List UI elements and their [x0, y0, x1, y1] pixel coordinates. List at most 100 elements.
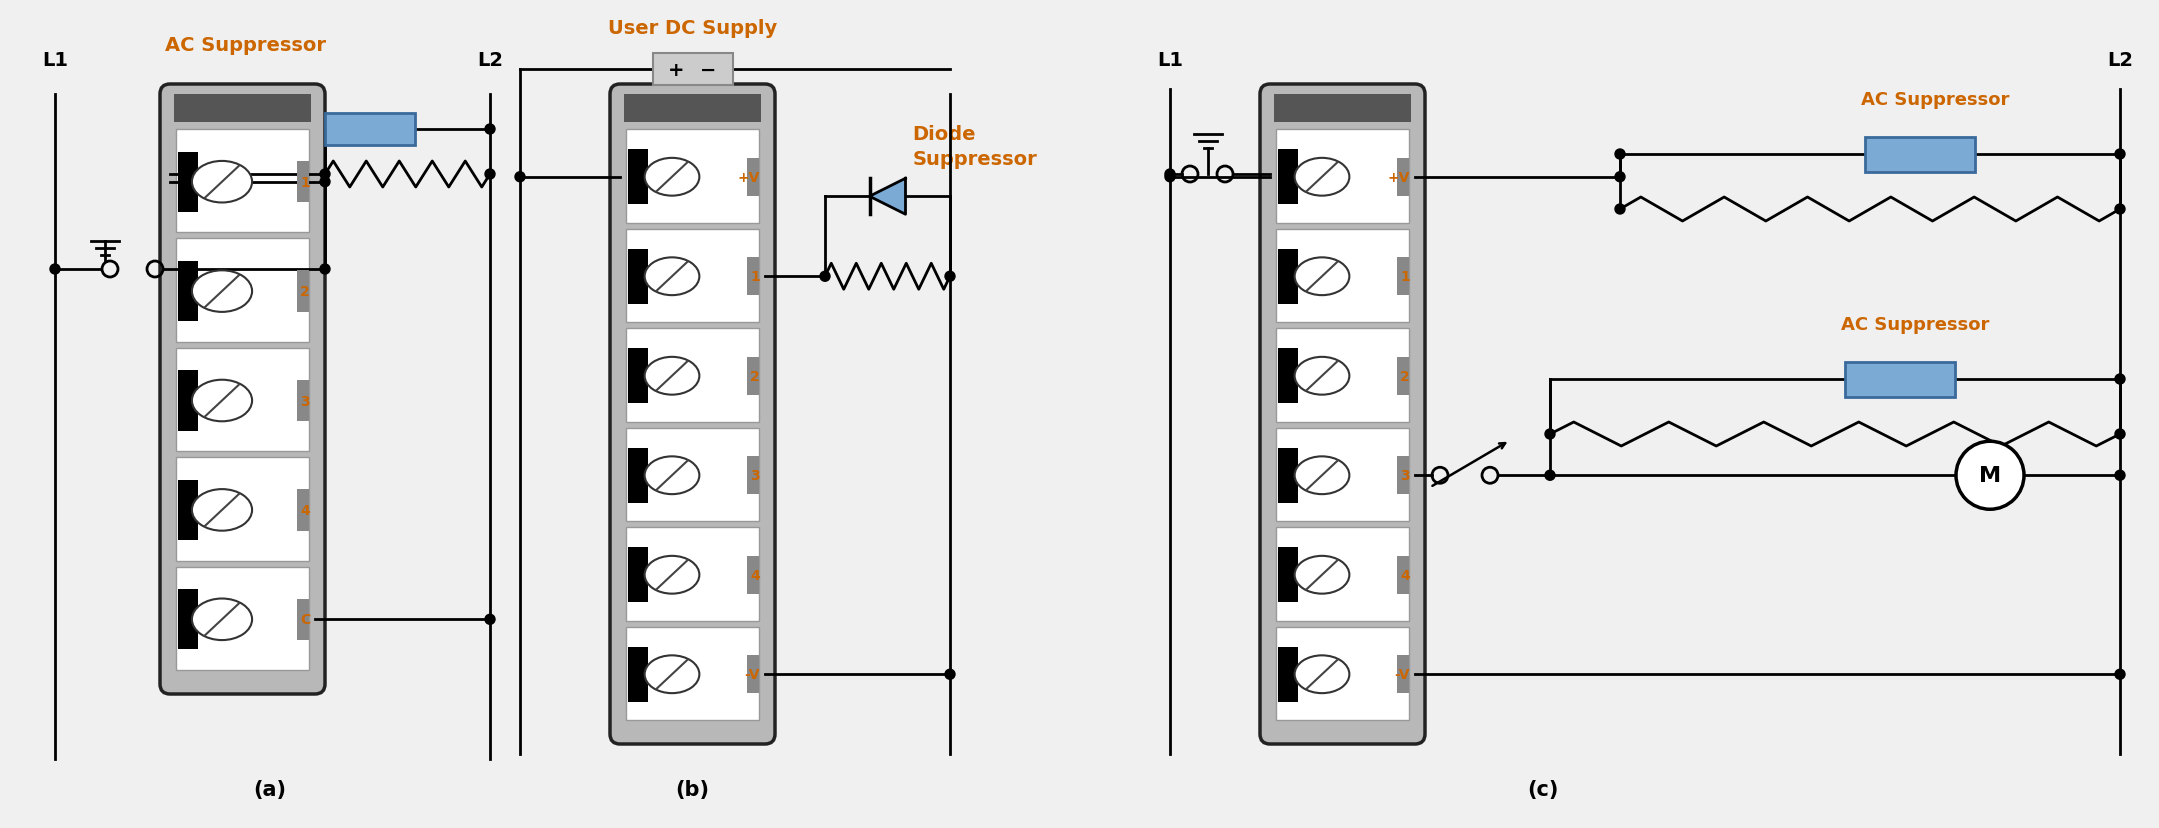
- Text: AC Suppressor: AC Suppressor: [1861, 91, 2010, 108]
- Text: User DC Supply: User DC Supply: [609, 18, 777, 37]
- Bar: [177, 262, 199, 322]
- Text: 4: 4: [1401, 568, 1410, 582]
- Text: 2: 2: [300, 285, 311, 299]
- Text: 3: 3: [1401, 469, 1410, 483]
- Bar: [1397, 656, 1410, 693]
- Circle shape: [1615, 150, 1626, 160]
- Bar: [1278, 249, 1298, 304]
- Circle shape: [1166, 172, 1174, 182]
- FancyBboxPatch shape: [1261, 85, 1425, 744]
- Circle shape: [2116, 470, 2124, 481]
- Bar: [298, 489, 309, 531]
- Text: +V: +V: [738, 171, 760, 185]
- Text: AC Suppressor: AC Suppressor: [164, 36, 326, 55]
- Bar: [177, 239, 309, 343]
- Bar: [177, 349, 309, 451]
- Bar: [628, 548, 648, 603]
- Bar: [1278, 150, 1298, 205]
- Bar: [1276, 229, 1410, 323]
- Circle shape: [1546, 430, 1554, 440]
- Bar: [1278, 548, 1298, 603]
- Ellipse shape: [1295, 358, 1349, 395]
- Bar: [177, 480, 199, 541]
- Bar: [1276, 428, 1410, 522]
- Bar: [298, 380, 309, 421]
- Circle shape: [516, 172, 525, 182]
- Circle shape: [320, 170, 330, 180]
- Bar: [326, 114, 415, 146]
- Ellipse shape: [192, 599, 253, 640]
- Circle shape: [2116, 430, 2124, 440]
- Text: (a): (a): [253, 779, 287, 799]
- Circle shape: [320, 177, 330, 187]
- Ellipse shape: [646, 457, 700, 494]
- Ellipse shape: [646, 556, 700, 594]
- Bar: [1276, 130, 1410, 224]
- Bar: [1397, 457, 1410, 494]
- Bar: [298, 599, 309, 640]
- Bar: [1278, 349, 1298, 403]
- Circle shape: [2116, 374, 2124, 384]
- Circle shape: [820, 272, 829, 282]
- Ellipse shape: [1295, 457, 1349, 494]
- Text: Diode
Suppressor: Diode Suppressor: [913, 125, 1036, 169]
- Bar: [1274, 95, 1412, 123]
- Text: M: M: [1980, 465, 2001, 486]
- Text: C: C: [300, 613, 311, 627]
- Text: 1: 1: [749, 270, 760, 284]
- Text: -V: -V: [745, 667, 760, 681]
- Text: L1: L1: [1157, 51, 1183, 70]
- Bar: [298, 161, 309, 203]
- Bar: [628, 249, 648, 304]
- Bar: [747, 358, 760, 395]
- Circle shape: [1615, 172, 1626, 182]
- Bar: [177, 130, 309, 233]
- Text: -V: -V: [1395, 667, 1410, 681]
- Bar: [652, 54, 732, 86]
- Bar: [747, 258, 760, 296]
- Bar: [626, 527, 760, 621]
- Ellipse shape: [1295, 656, 1349, 693]
- Text: 4: 4: [300, 503, 311, 518]
- Ellipse shape: [646, 656, 700, 693]
- Circle shape: [320, 265, 330, 275]
- Bar: [177, 590, 199, 650]
- Text: 2: 2: [1401, 369, 1410, 383]
- Bar: [1865, 137, 1975, 172]
- Text: L1: L1: [41, 51, 67, 70]
- Bar: [628, 647, 648, 702]
- Ellipse shape: [646, 358, 700, 395]
- Bar: [1276, 627, 1410, 720]
- Bar: [628, 448, 648, 503]
- Circle shape: [2116, 670, 2124, 680]
- Bar: [1278, 448, 1298, 503]
- Circle shape: [946, 670, 954, 680]
- Bar: [747, 457, 760, 494]
- Text: (b): (b): [676, 779, 710, 799]
- FancyBboxPatch shape: [160, 85, 326, 694]
- Ellipse shape: [192, 489, 253, 531]
- Bar: [747, 656, 760, 693]
- Bar: [1397, 159, 1410, 196]
- Circle shape: [2116, 150, 2124, 160]
- Ellipse shape: [1295, 258, 1349, 296]
- Text: +V: +V: [1388, 171, 1410, 185]
- Text: 4: 4: [749, 568, 760, 582]
- Text: +: +: [669, 60, 684, 79]
- Circle shape: [2116, 205, 2124, 214]
- Bar: [626, 329, 760, 422]
- Bar: [626, 229, 760, 323]
- Text: (c): (c): [1526, 779, 1559, 799]
- Circle shape: [946, 272, 954, 282]
- Text: AC Suppressor: AC Suppressor: [1842, 315, 1988, 334]
- Bar: [747, 556, 760, 594]
- Text: L2: L2: [2107, 51, 2133, 70]
- Bar: [1397, 358, 1410, 395]
- Circle shape: [1546, 470, 1554, 481]
- Bar: [628, 349, 648, 403]
- Polygon shape: [870, 179, 905, 215]
- Text: 1: 1: [300, 176, 311, 190]
- Bar: [1276, 527, 1410, 621]
- Bar: [1397, 556, 1410, 594]
- Text: L2: L2: [477, 51, 503, 70]
